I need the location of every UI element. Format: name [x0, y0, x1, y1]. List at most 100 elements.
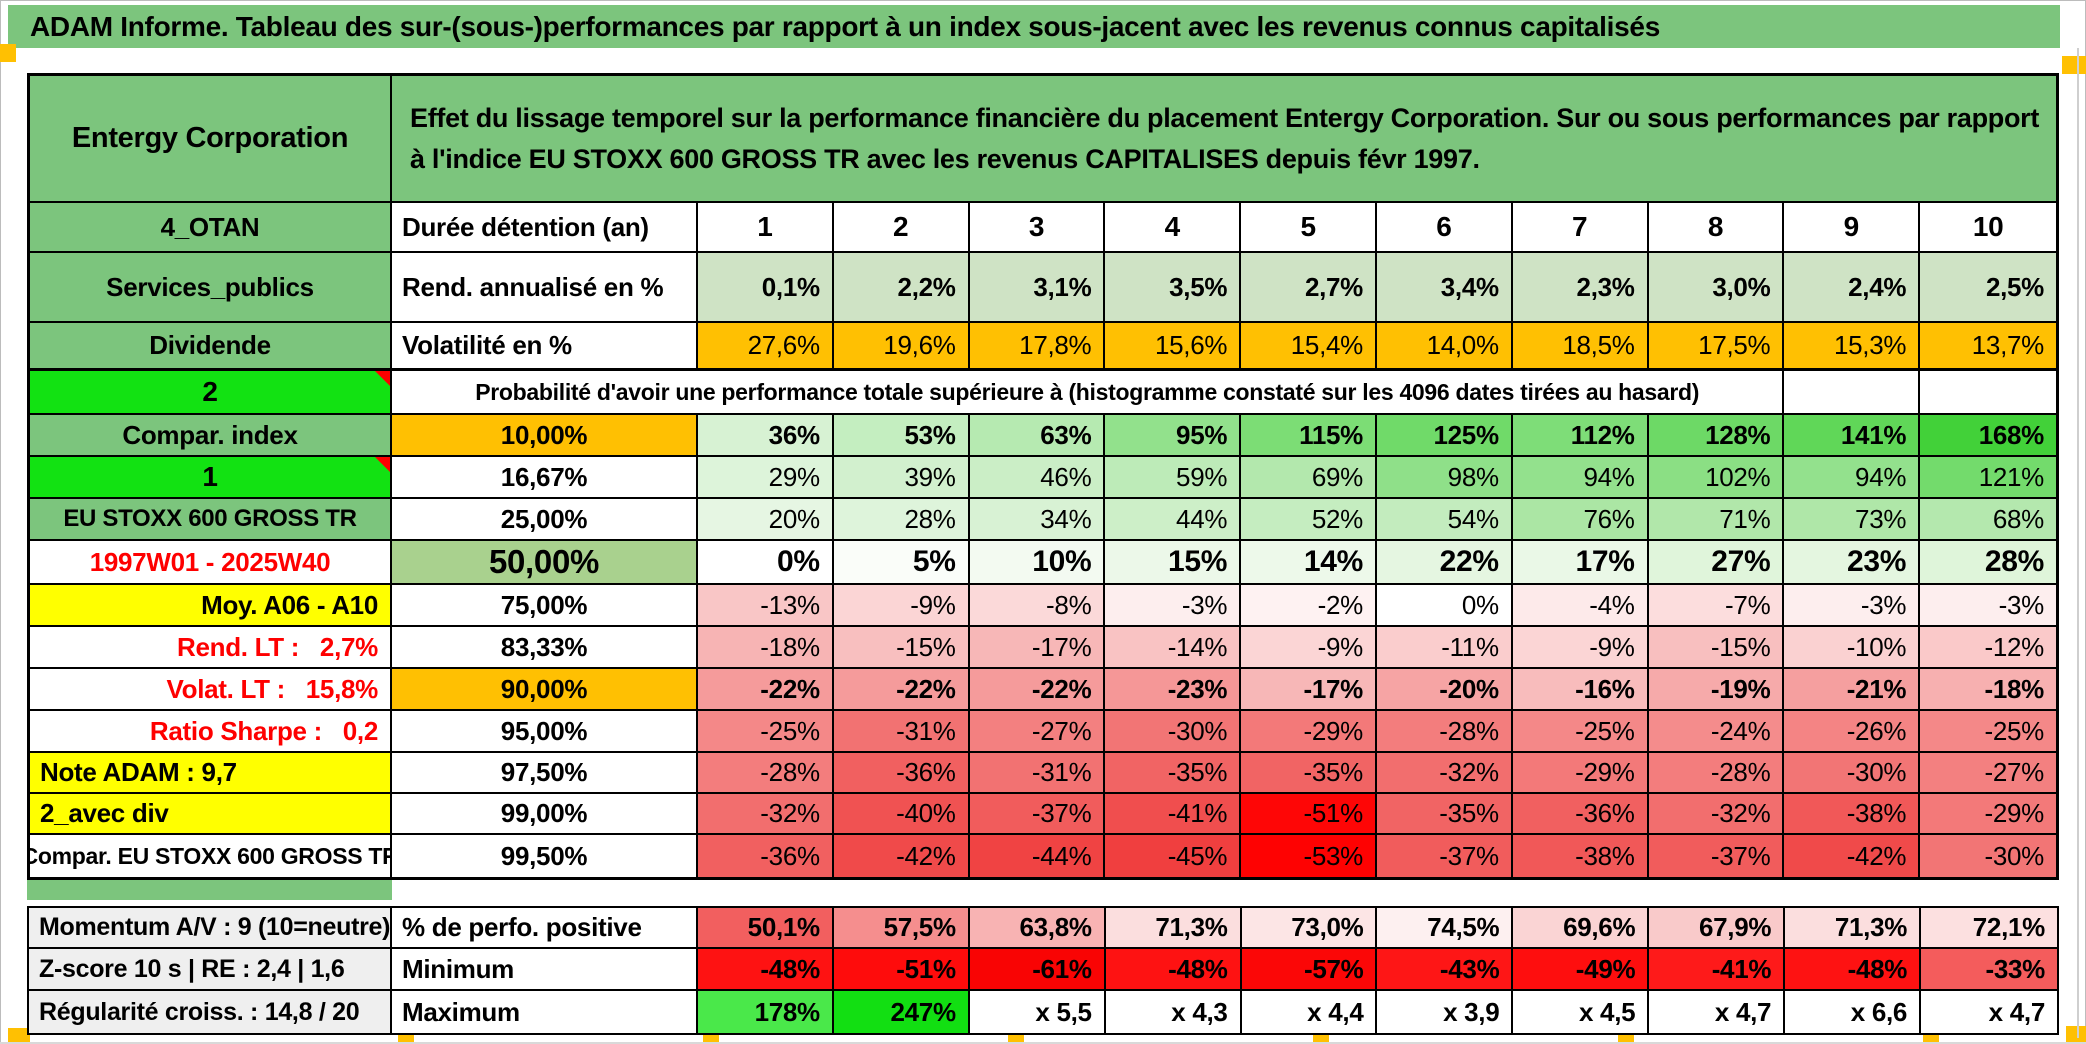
- row-value-p99[interactable]: 99,00%: [392, 794, 698, 835]
- cell-min-col5[interactable]: -57%: [1241, 949, 1378, 991]
- cell-min-col10[interactable]: -33%: [1921, 949, 2057, 991]
- row-value-p90[interactable]: 90,00%: [392, 669, 698, 711]
- cell-p10-col10[interactable]: 168%: [1920, 415, 2056, 457]
- row-label-p975[interactable]: Note ADAM : 9,7: [30, 753, 392, 794]
- cell-p83-col4[interactable]: -14%: [1105, 627, 1242, 669]
- row-value-p50[interactable]: 50,00%: [392, 541, 698, 585]
- cell-pos-col1[interactable]: 50,1%: [698, 908, 834, 949]
- merged-note-cell[interactable]: Probabilité d'avoir une performance tota…: [392, 371, 1785, 415]
- cell-rend-col2[interactable]: 2,2%: [833, 253, 970, 323]
- cell-p25-col5[interactable]: 52%: [1241, 499, 1377, 541]
- cell-p90-col3[interactable]: -22%: [969, 669, 1106, 711]
- cell-volat-col2[interactable]: 19,6%: [833, 323, 970, 371]
- cell-p75-col5[interactable]: -2%: [1241, 585, 1377, 627]
- row-label-max[interactable]: Régularité croiss. : 14,8 / 20: [29, 991, 392, 1033]
- cell-max-col2[interactable]: 247%: [833, 991, 970, 1033]
- row-value-duree[interactable]: Durée détention (an): [392, 203, 698, 253]
- cell-p75-col10[interactable]: -3%: [1920, 585, 2056, 627]
- cell-rend-col6[interactable]: 3,4%: [1377, 253, 1513, 323]
- row-value-max[interactable]: Maximum: [392, 991, 698, 1033]
- cell-p25-col2[interactable]: 28%: [833, 499, 970, 541]
- cell-p975-col7[interactable]: -29%: [1512, 753, 1649, 794]
- cell-p50-col10[interactable]: 28%: [1920, 541, 2056, 585]
- cell-p10-col7[interactable]: 112%: [1512, 415, 1649, 457]
- cell-p90-col5[interactable]: -17%: [1241, 669, 1377, 711]
- cell-volat-col5[interactable]: 15,4%: [1241, 323, 1377, 371]
- row-value-min[interactable]: Minimum: [392, 949, 698, 991]
- cell-duree-col4[interactable]: 4: [1105, 203, 1242, 253]
- cell-pos-col6[interactable]: 74,5%: [1377, 908, 1514, 949]
- cell-pos-col4[interactable]: 71,3%: [1105, 908, 1242, 949]
- cell-p99-col1[interactable]: -32%: [698, 794, 834, 835]
- cell-p50-col8[interactable]: 27%: [1648, 541, 1785, 585]
- cell-p99-col6[interactable]: -35%: [1377, 794, 1513, 835]
- cell-volat-col7[interactable]: 18,5%: [1512, 323, 1649, 371]
- cell-p995-col1[interactable]: -36%: [698, 835, 834, 877]
- cell-rend-col3[interactable]: 3,1%: [969, 253, 1106, 323]
- cell-p50-col3[interactable]: 10%: [969, 541, 1106, 585]
- cell-p995-col7[interactable]: -38%: [1512, 835, 1649, 877]
- row-label-p995[interactable]: Compar. EU STOXX 600 GROSS TR: [30, 835, 392, 877]
- row-label-prob[interactable]: 2: [30, 371, 392, 415]
- table-description-cell[interactable]: Effet du lissage temporel sur la perform…: [392, 76, 2056, 203]
- cell-p95-col3[interactable]: -27%: [969, 711, 1106, 753]
- cell-p90-col8[interactable]: -19%: [1648, 669, 1785, 711]
- cell-volat-col8[interactable]: 17,5%: [1648, 323, 1785, 371]
- row-value-p25[interactable]: 25,00%: [392, 499, 698, 541]
- cell-duree-col2[interactable]: 2: [833, 203, 970, 253]
- cell-p99-col3[interactable]: -37%: [969, 794, 1106, 835]
- cell-p90-col10[interactable]: -18%: [1920, 669, 2056, 711]
- cell-p90-col6[interactable]: -20%: [1377, 669, 1513, 711]
- company-name-cell[interactable]: Entergy Corporation: [30, 76, 392, 203]
- cell-min-col9[interactable]: -48%: [1785, 949, 1922, 991]
- cell-rend-col9[interactable]: 2,4%: [1784, 253, 1921, 323]
- row-label-p25[interactable]: EU STOXX 600 GROSS TR: [30, 499, 392, 541]
- cell-min-col7[interactable]: -49%: [1513, 949, 1650, 991]
- cell-p50-col5[interactable]: 14%: [1241, 541, 1377, 585]
- cell-p995-col3[interactable]: -44%: [969, 835, 1106, 877]
- cell-p10-col3[interactable]: 63%: [969, 415, 1106, 457]
- cell-p17-col8[interactable]: 102%: [1648, 457, 1785, 499]
- cell-p83-col6[interactable]: -11%: [1377, 627, 1513, 669]
- cell-max-col7[interactable]: x 4,5: [1513, 991, 1650, 1033]
- cell-p10-col1[interactable]: 36%: [698, 415, 834, 457]
- cell-rend-col4[interactable]: 3,5%: [1105, 253, 1242, 323]
- row-label-p75[interactable]: Moy. A06 - A10: [30, 585, 392, 627]
- cell-p83-col8[interactable]: -15%: [1648, 627, 1785, 669]
- cell-p83-col5[interactable]: -9%: [1241, 627, 1377, 669]
- cell-p995-col2[interactable]: -42%: [833, 835, 970, 877]
- cell-p75-col4[interactable]: -3%: [1105, 585, 1242, 627]
- cell-p25-col1[interactable]: 20%: [698, 499, 834, 541]
- cell-p99-col2[interactable]: -40%: [833, 794, 970, 835]
- row-label-p10[interactable]: Compar. index: [30, 415, 392, 457]
- cell-p25-col3[interactable]: 34%: [969, 499, 1106, 541]
- cell-p95-col9[interactable]: -26%: [1784, 711, 1921, 753]
- cell-rend-col5[interactable]: 2,7%: [1241, 253, 1377, 323]
- cell-pos-col2[interactable]: 57,5%: [833, 908, 970, 949]
- cell-duree-col7[interactable]: 7: [1512, 203, 1649, 253]
- row-label-duree[interactable]: 4_OTAN: [30, 203, 392, 253]
- row-label-p50[interactable]: 1997W01 - 2025W40: [30, 541, 392, 585]
- cell-volat-col10[interactable]: 13,7%: [1920, 323, 2056, 371]
- cell-volat-col1[interactable]: 27,6%: [698, 323, 834, 371]
- cell-volat-col9[interactable]: 15,3%: [1784, 323, 1921, 371]
- cell-p975-col2[interactable]: -36%: [833, 753, 970, 794]
- cell-p99-col4[interactable]: -41%: [1105, 794, 1242, 835]
- cell-p17-col10[interactable]: 121%: [1920, 457, 2056, 499]
- row-value-p17[interactable]: 16,67%: [392, 457, 698, 499]
- cell-p25-col9[interactable]: 73%: [1784, 499, 1921, 541]
- cell-p10-col6[interactable]: 125%: [1377, 415, 1513, 457]
- cell-p17-col9[interactable]: 94%: [1784, 457, 1921, 499]
- cell-p10-col9[interactable]: 141%: [1784, 415, 1921, 457]
- cell-pos-col7[interactable]: 69,6%: [1513, 908, 1650, 949]
- cell-p17-col7[interactable]: 94%: [1512, 457, 1649, 499]
- cell-p25-col6[interactable]: 54%: [1377, 499, 1513, 541]
- cell-p90-col2[interactable]: -22%: [833, 669, 970, 711]
- cell-p83-col1[interactable]: -18%: [698, 627, 834, 669]
- cell-rend-col1[interactable]: 0,1%: [698, 253, 834, 323]
- cell-min-col8[interactable]: -41%: [1649, 949, 1786, 991]
- cell-duree-col1[interactable]: 1: [698, 203, 834, 253]
- cell-duree-col10[interactable]: 10: [1920, 203, 2056, 253]
- cell-max-col9[interactable]: x 6,6: [1785, 991, 1922, 1033]
- cell-p75-col1[interactable]: -13%: [698, 585, 834, 627]
